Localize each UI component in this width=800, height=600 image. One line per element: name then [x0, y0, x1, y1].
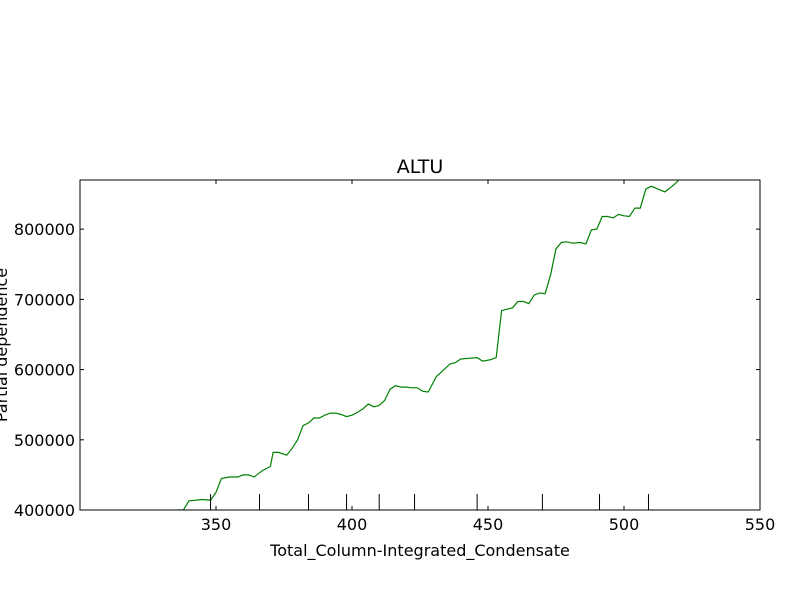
x-axis-label: Total_Column-Integrated_Condensate — [269, 541, 570, 561]
y-tick-label: 500000 — [14, 431, 75, 450]
x-tick-label: 500 — [609, 515, 640, 534]
y-tick-label: 800000 — [14, 220, 75, 239]
x-tick-label: 450 — [473, 515, 504, 534]
y-axis-label: Partial dependence — [0, 268, 11, 422]
y-tick-label: 600000 — [14, 361, 75, 380]
y-tick-label: 700000 — [14, 290, 75, 309]
plot-frame — [79, 179, 761, 511]
series-line-0 — [174, 180, 679, 510]
y-tick-label: 400000 — [14, 501, 75, 520]
chart-title: ALTU — [397, 156, 443, 178]
x-tick-label: 350 — [201, 515, 232, 534]
x-tick-label: 400 — [337, 515, 368, 534]
x-tick-label: 550 — [745, 515, 776, 534]
